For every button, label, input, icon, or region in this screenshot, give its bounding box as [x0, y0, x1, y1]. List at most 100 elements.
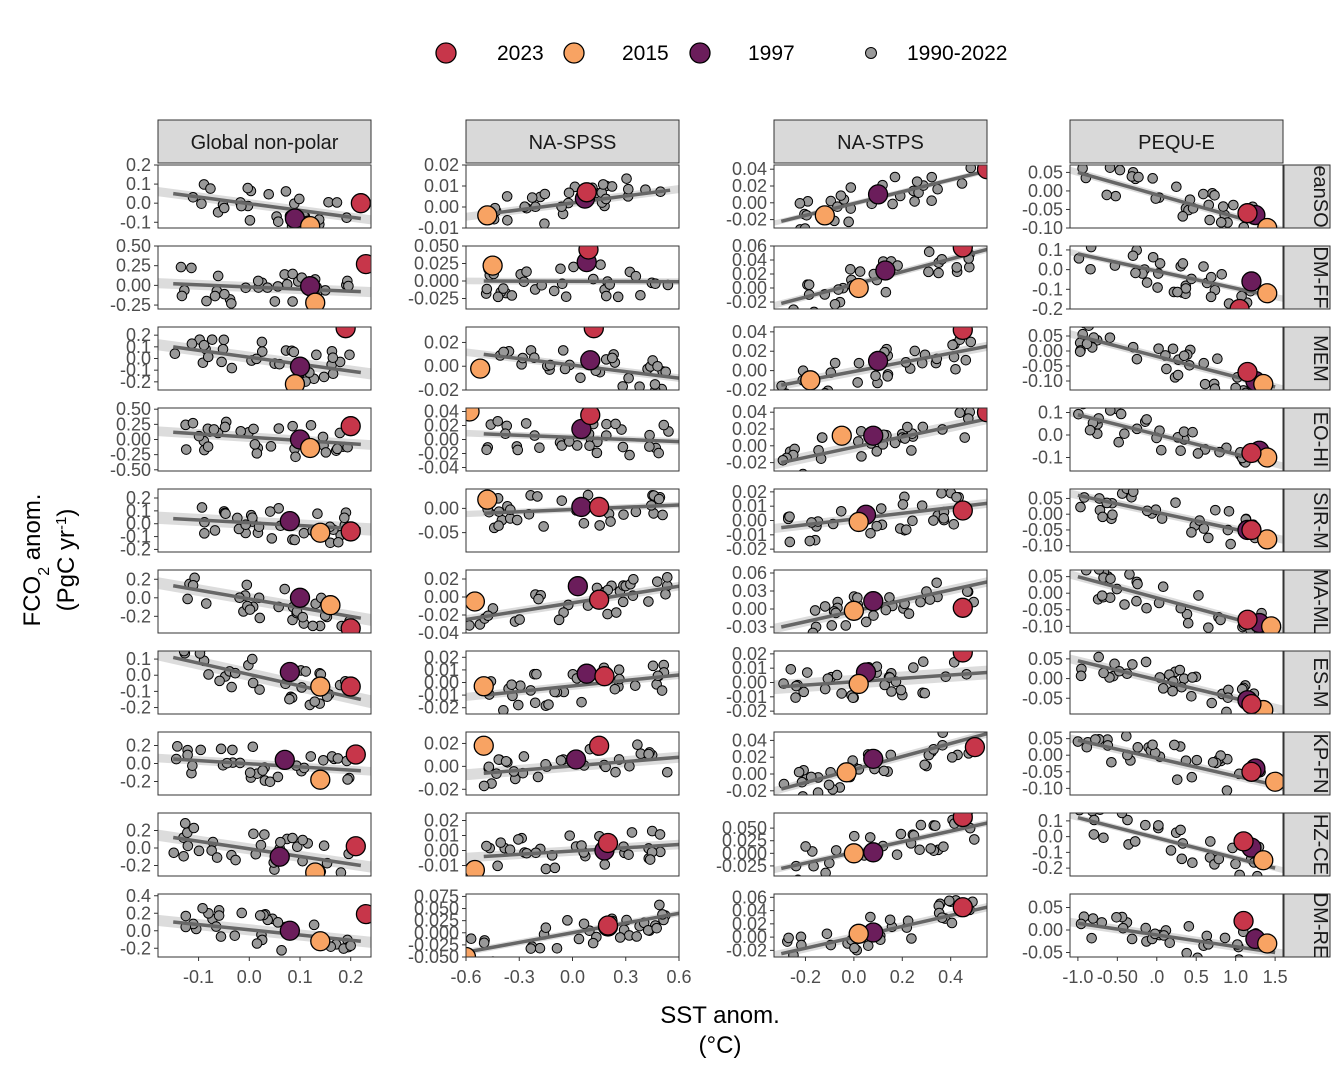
panel-border	[1069, 893, 1284, 958]
background-point	[600, 290, 612, 302]
panel-border	[773, 812, 988, 877]
row-strip-box-7	[1283, 731, 1331, 796]
background-point	[1127, 250, 1139, 262]
highlight-point-2015	[843, 600, 865, 621]
x-tick-label-c2: 0.0	[841, 967, 866, 987]
background-point	[196, 198, 207, 209]
background-point	[1132, 742, 1144, 753]
panel-border	[157, 893, 372, 958]
panel-r9-c3: 0.050.00 -0.05	[1022, 893, 1284, 963]
highlight-point-2023	[952, 813, 973, 828]
background-point	[606, 352, 618, 364]
panel-plot-area-r0-c1	[466, 173, 679, 228]
panel-r4-c3: 0.050.00-0.05-0.10	[1022, 488, 1284, 556]
background-point	[498, 283, 509, 294]
background-point	[557, 345, 569, 356]
background-point	[1187, 426, 1198, 438]
background-point	[661, 766, 673, 778]
background-point	[1133, 171, 1144, 183]
background-point	[269, 296, 281, 307]
row-strip-text-group-2: MEM	[1309, 335, 1330, 382]
highlight-point-2015	[1257, 933, 1278, 954]
background-point	[1111, 911, 1122, 923]
background-point	[1140, 819, 1151, 831]
background-point	[1122, 814, 1133, 826]
background-point	[332, 536, 344, 548]
panel-border	[1069, 569, 1284, 634]
highlight-point-1997	[1241, 271, 1262, 292]
background-point	[654, 829, 666, 840]
highlight-point-1997	[279, 920, 301, 941]
background-point	[1198, 523, 1210, 534]
panel-plot-area-r4-c0	[158, 502, 371, 549]
background-point	[895, 684, 907, 696]
y-tick-label: -0.10	[1022, 371, 1063, 391]
background-point	[209, 525, 221, 536]
panel-border	[1069, 245, 1284, 310]
background-point	[1175, 824, 1186, 836]
y-tick-label: 0.04	[732, 250, 767, 270]
highlight-point-2015	[1257, 217, 1278, 228]
background-point	[1203, 622, 1214, 633]
background-point	[956, 178, 968, 189]
highlight-point-2023	[588, 735, 610, 756]
background-point	[515, 680, 526, 692]
background-point	[1097, 511, 1108, 523]
background-point	[931, 577, 942, 589]
background-point	[495, 837, 507, 848]
background-point	[656, 685, 668, 696]
x-tick-label-c3: 0.5	[1184, 967, 1209, 987]
background-point	[220, 508, 231, 520]
background-point	[954, 408, 966, 419]
x-tick-label-c2: -0.2	[790, 967, 821, 987]
background-point	[305, 419, 317, 431]
y-tick-label: 0.00	[1028, 181, 1063, 201]
background-point	[1104, 332, 1116, 343]
background-point	[309, 696, 321, 707]
background-point	[1110, 190, 1122, 202]
panel-plot-area-r3-c0	[158, 416, 371, 463]
regression-line	[1077, 921, 1276, 955]
background-point	[264, 506, 276, 517]
panel-border	[1069, 488, 1284, 553]
y-tick-label: 0.00	[732, 361, 767, 381]
background-point	[263, 188, 275, 200]
regression-line	[172, 655, 362, 702]
panel-border	[465, 812, 680, 877]
background-point	[1217, 201, 1229, 212]
background-point	[1251, 870, 1263, 876]
background-point	[533, 593, 544, 605]
background-point	[1098, 832, 1109, 844]
highlight-point-1997	[269, 846, 290, 867]
y-tick-label: 0.25	[116, 256, 151, 276]
background-point	[790, 692, 801, 703]
panel-plot-area-r6-c3	[1070, 651, 1283, 714]
y-tick-label: 0.025	[414, 911, 459, 931]
column-strip-2	[773, 119, 988, 164]
background-point	[1141, 602, 1152, 614]
background-point	[211, 852, 223, 863]
background-point	[900, 524, 912, 535]
y-tick-label: 0.05	[1028, 326, 1063, 346]
background-point	[312, 508, 323, 520]
y-tick-label: -0.2	[1032, 299, 1063, 319]
panel-r0-c0: 0.20.10.0-0.1	[120, 155, 372, 232]
background-point	[632, 739, 643, 750]
background-point	[555, 755, 567, 766]
panel-r8-c0: 0.20.0-0.2	[120, 812, 372, 877]
background-point	[822, 385, 834, 390]
background-point	[188, 822, 200, 834]
background-point	[915, 819, 927, 831]
y-tick-label: 0.00	[732, 436, 767, 456]
background-point	[1104, 165, 1116, 173]
row-strip-1: DM-FF	[1283, 245, 1331, 310]
background-point	[1132, 578, 1143, 590]
legend-label-2015: 2015	[622, 42, 669, 65]
background-point	[1165, 845, 1177, 856]
panel-plot-area-r4-c1	[466, 489, 679, 534]
background-point	[1085, 246, 1097, 253]
background-point	[889, 171, 901, 183]
panel-border	[157, 245, 372, 310]
y-tick-label: -0.1	[1032, 448, 1063, 468]
y-tick-label: 0.2	[126, 821, 151, 841]
